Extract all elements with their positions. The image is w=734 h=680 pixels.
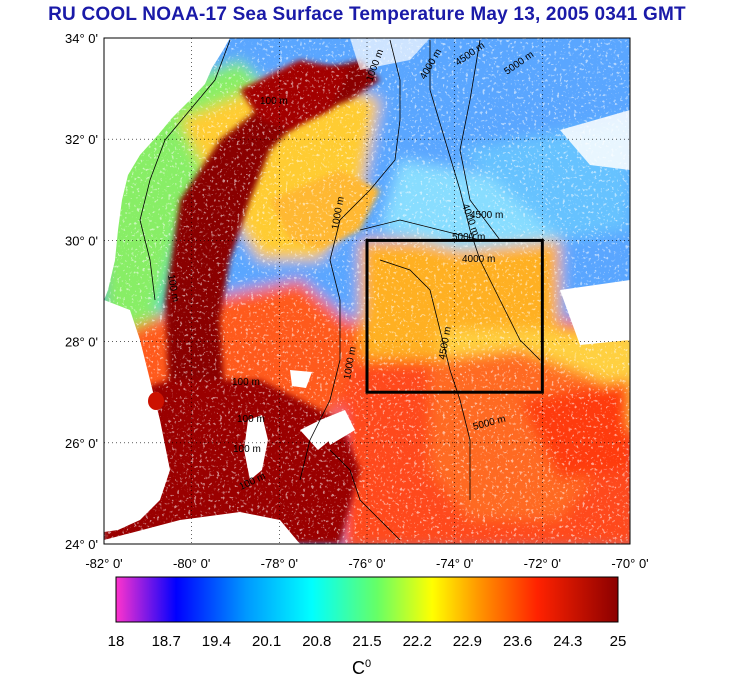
contour-label: 100 m bbox=[237, 414, 265, 425]
colorbar-tick-label: 20.8 bbox=[302, 633, 332, 650]
map-frame bbox=[103, 37, 631, 545]
bathymetry-contours bbox=[139, 39, 541, 541]
cloud-patch-north-2 bbox=[350, 38, 430, 70]
contour-label: 100 m bbox=[260, 96, 288, 107]
land-cuba bbox=[104, 512, 300, 544]
lat-label: 26° 0' bbox=[65, 436, 98, 451]
land-andros bbox=[244, 415, 268, 480]
contour-label: 4000 m bbox=[462, 254, 495, 265]
land-exuma bbox=[300, 420, 330, 450]
lat-label: 34° 0' bbox=[65, 31, 98, 46]
lat-label: 32° 0' bbox=[65, 132, 98, 147]
lon-label: -72° 0' bbox=[524, 556, 561, 571]
land-eleuthera bbox=[320, 410, 355, 445]
colorbar-tick-label: 24.3 bbox=[553, 633, 583, 650]
latitude-labels: 34° 0' 32° 0' 30° 0' 28° 0' 26° 0' 24° 0' bbox=[65, 31, 98, 552]
colorbar-tick-label: 18.7 bbox=[151, 633, 181, 650]
longitude-labels: -82° 0' -80° 0' -78° 0' -76° 0' -74° 0' -72° … bbox=[85, 556, 648, 571]
cloud-patch-northeast bbox=[560, 280, 630, 345]
lon-label: -76° 0' bbox=[348, 556, 385, 571]
lat-label: 24° 0' bbox=[65, 537, 98, 552]
lon-label: -82° 0' bbox=[85, 556, 122, 571]
colorbar bbox=[115, 576, 619, 623]
unit-superscript: 0 bbox=[365, 658, 372, 670]
lon-label: -70° 0' bbox=[611, 556, 648, 571]
unit-text: C bbox=[352, 658, 365, 678]
land-abaco bbox=[290, 370, 312, 388]
contour-label: 4500 m bbox=[470, 210, 503, 221]
cloud-patch-north bbox=[560, 110, 630, 170]
study-box bbox=[365, 238, 544, 394]
contour-label: 100 m bbox=[232, 377, 260, 388]
colorbar-tick-label: 22.9 bbox=[452, 633, 482, 650]
colorbar-tick-label: 25 bbox=[609, 633, 627, 650]
contour-label: 100 m bbox=[165, 274, 181, 303]
lat-label: 30° 0' bbox=[65, 233, 98, 248]
colorbar-tick-label: 22.2 bbox=[402, 633, 432, 650]
chart-title: RU COOL NOAA-17 Sea Surface Temperature … bbox=[48, 4, 686, 25]
land-us-coast bbox=[104, 38, 230, 300]
contour-label: 100 m bbox=[233, 444, 261, 455]
colorbar-tick-label: 19.4 bbox=[201, 633, 231, 650]
colorbar-tick-label: 23.6 bbox=[502, 633, 533, 650]
colorbar-tick-label: 21.5 bbox=[352, 633, 382, 650]
lon-label: -80° 0' bbox=[173, 556, 210, 571]
lon-label: -78° 0' bbox=[261, 556, 298, 571]
colorbar-unit: C0 bbox=[352, 658, 371, 679]
colorbar-tick-label: 20.1 bbox=[251, 633, 282, 650]
land-florida bbox=[104, 300, 170, 532]
contour-label: 5000 m bbox=[452, 232, 485, 243]
land-lake-okeechobee bbox=[148, 392, 164, 410]
lon-label: -74° 0' bbox=[436, 556, 473, 571]
lat-label: 28° 0' bbox=[65, 335, 98, 350]
colorbar-tick-label: 18 bbox=[107, 633, 125, 650]
